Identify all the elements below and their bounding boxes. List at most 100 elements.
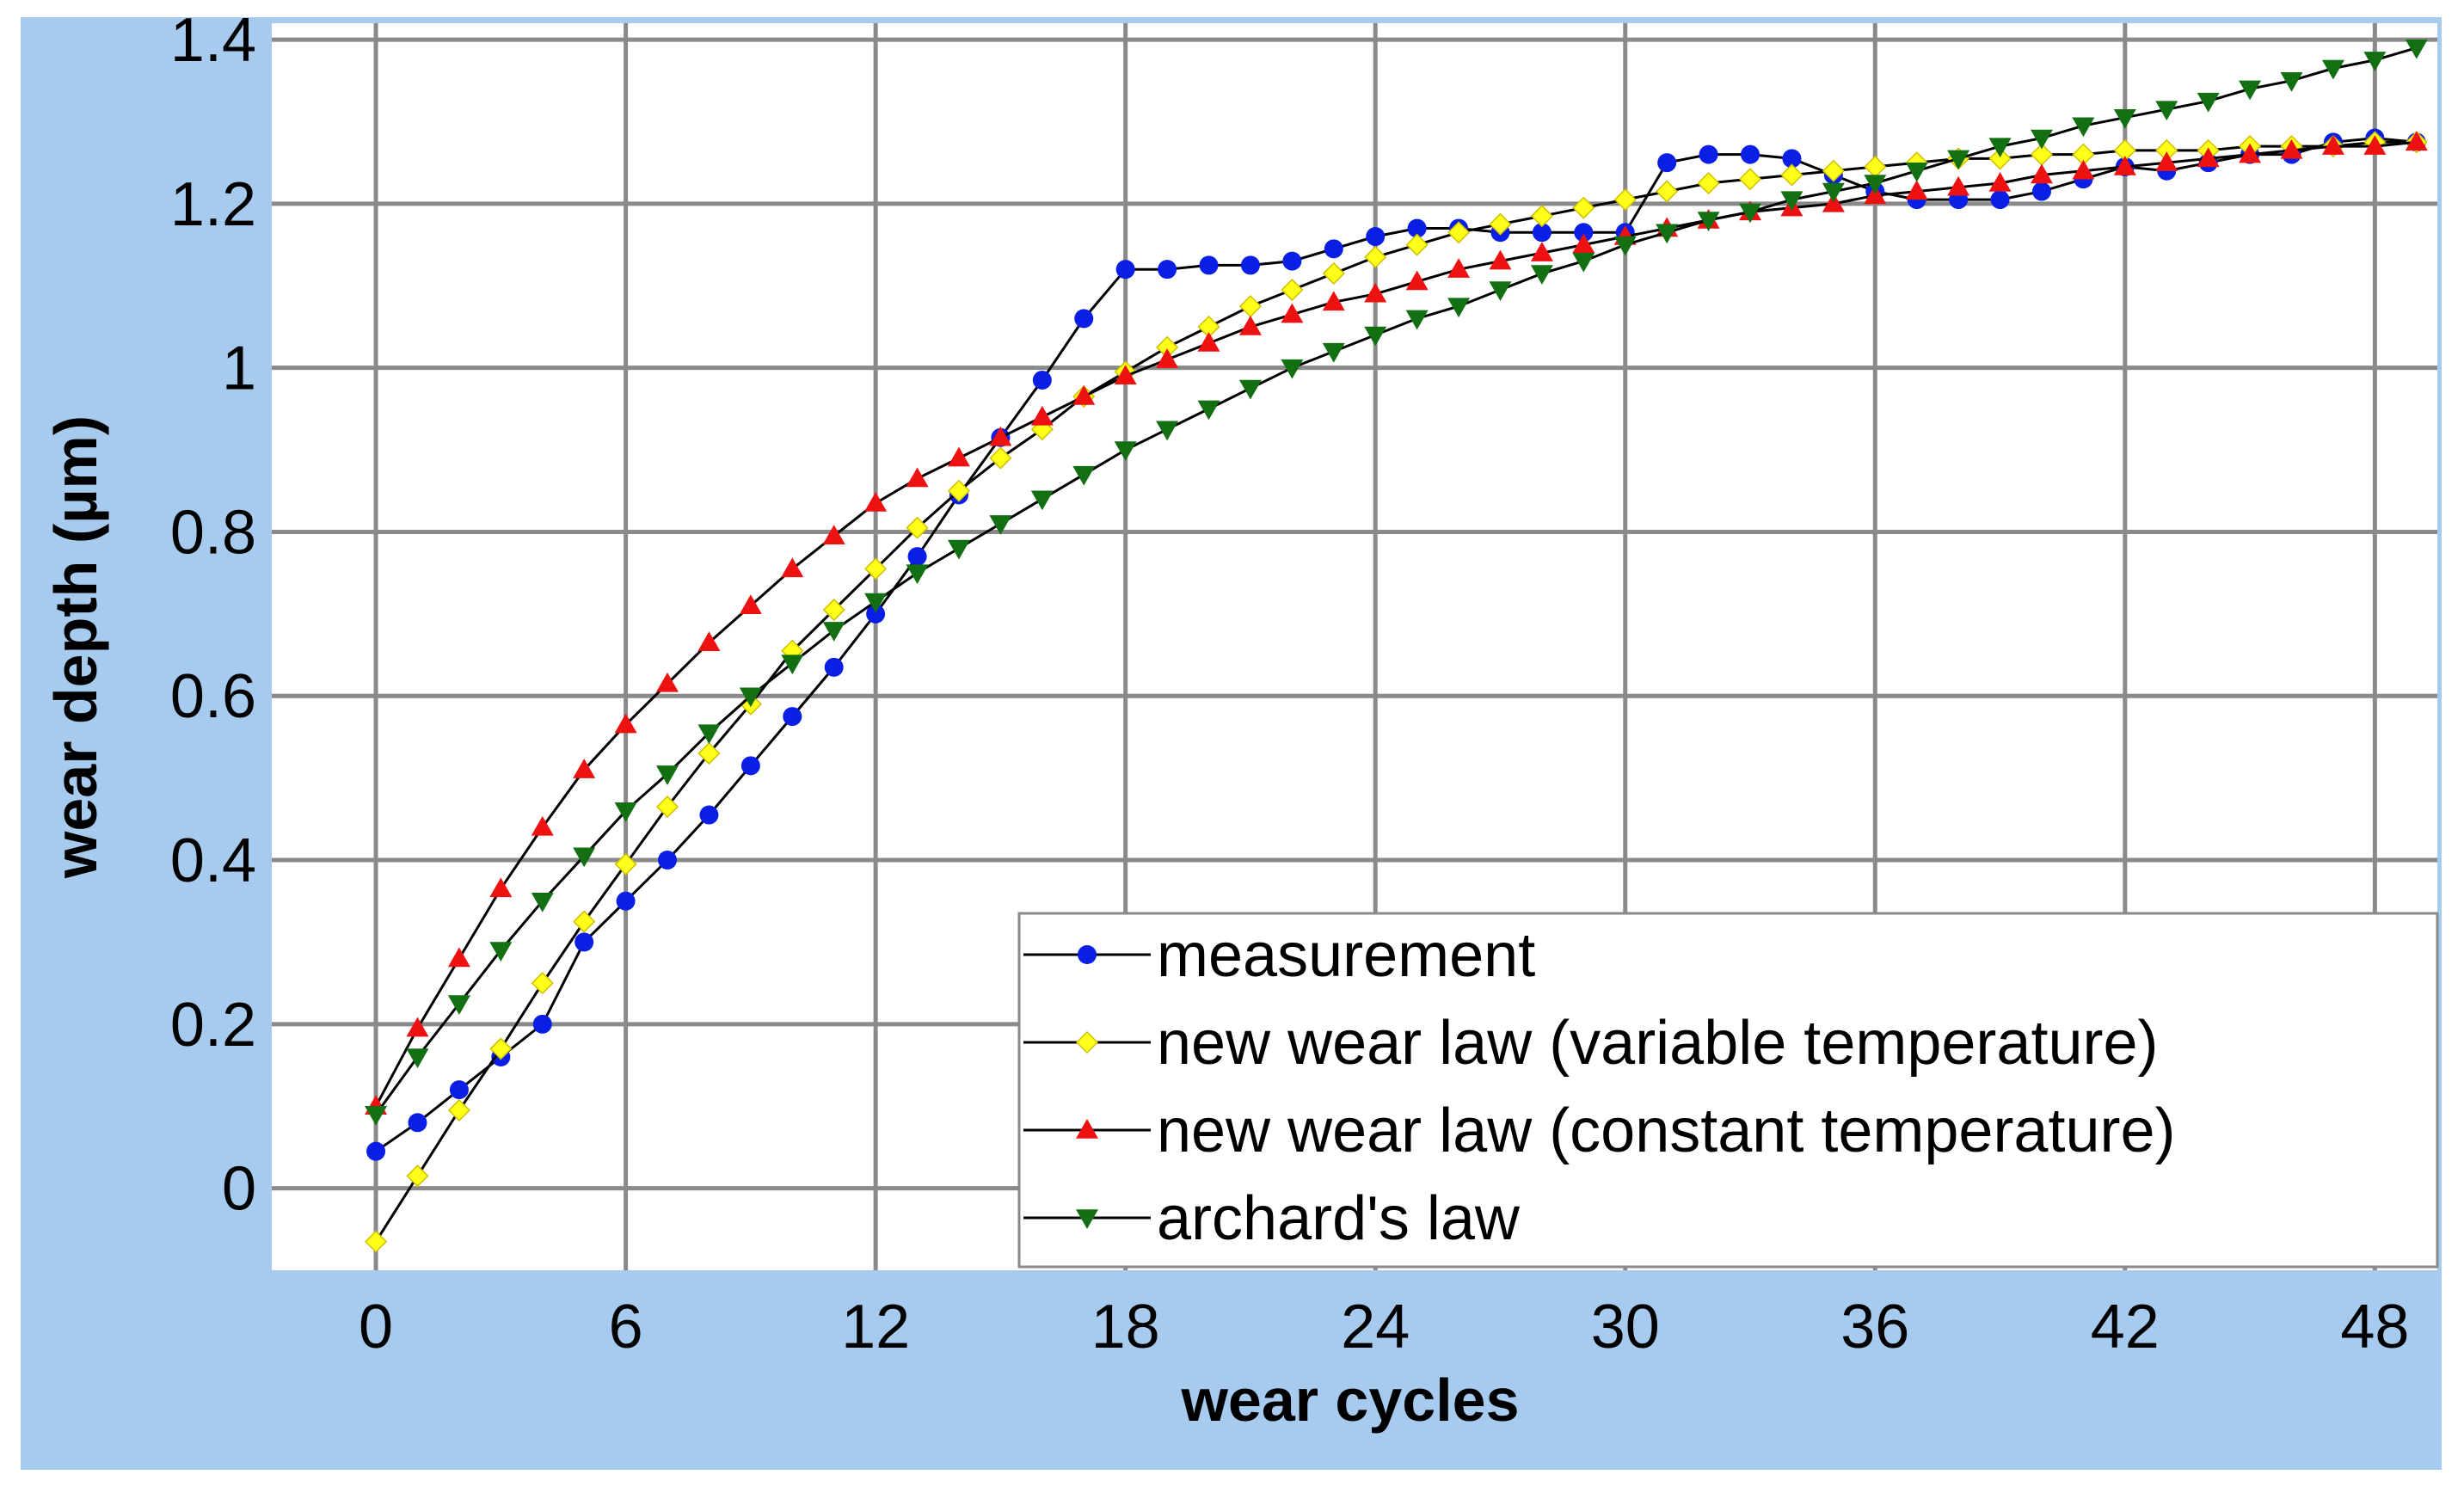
y-tick-label: 0.6 [170,662,256,731]
data-point [1947,150,1970,170]
y-axis-title: wear depth (µm) [42,415,109,879]
data-point [1530,205,1553,228]
data-point [1574,223,1594,243]
data-point [2280,72,2303,92]
data-point [822,525,845,544]
data-point [1697,212,1720,231]
data-point [573,910,596,933]
data-point [1322,261,1345,286]
data-point [365,1106,388,1126]
y-tick-label: 1.2 [170,170,256,239]
data-point [2239,143,2262,163]
series-1 [364,131,2428,1253]
series-line [374,140,2417,1107]
data-point [614,802,637,822]
legend-label: new wear law (variable temperature) [1157,1009,2158,1078]
data-point [1739,203,1762,224]
legend-box [1017,912,2439,1269]
data-point [1197,400,1220,421]
data-point [2280,138,2303,159]
y-axis-ticks: 0 0.2 0.4 0.6 0.8 1 1.2 1.4 [170,6,256,1224]
data-point [614,713,637,734]
legend: measurement new wear law (variable temper… [1017,912,2439,1269]
data-point [1156,348,1179,368]
data-point [1199,255,1219,275]
data-point [2363,52,2387,71]
data-point [406,1048,429,1068]
data-point [2405,39,2428,59]
legend-label: archard's law [1157,1184,1521,1253]
legend-marker [1076,1119,1098,1139]
data-point [1699,144,1718,164]
data-point [1238,379,1262,400]
data-point [1738,168,1762,191]
legend-item: archard's law [1023,1184,1521,1253]
legend-label: new wear law (constant temperature) [1157,1097,2176,1165]
data-point [2030,129,2053,150]
data-point [1447,221,1471,244]
data-point [614,852,637,876]
data-point [2239,80,2262,101]
x-tick-label: 18 [1091,1293,1160,1361]
data-point [1613,188,1637,212]
legend-item: measurement [1023,921,1535,990]
x-tick-label: 0 [359,1293,393,1361]
data-point [2155,151,2178,171]
data-point [1115,260,1135,280]
data-point [656,765,679,785]
data-point [2072,159,2095,180]
data-point [2030,163,2053,184]
x-tick-label: 6 [609,1293,643,1361]
data-point [1864,175,1887,195]
data-point [449,1080,469,1100]
data-point [1032,370,1052,390]
data-point [947,446,970,467]
data-point [531,815,554,836]
data-point [699,805,719,825]
data-point [2405,131,2428,151]
legend-item: new wear law (constant temperature) [1023,1097,2176,1165]
data-point [697,631,721,651]
data-point [1489,249,1512,270]
data-point [1656,224,1679,244]
data-point [655,795,679,819]
data-point [947,539,970,560]
data-point [1240,255,1260,275]
data-point [1988,138,2012,158]
legend-marker [1075,1030,1099,1054]
data-point [1489,212,1512,236]
data-point [489,942,513,962]
data-point [1613,236,1637,256]
data-point [2031,181,2051,201]
data-point [1572,233,1595,254]
data-point [697,724,721,745]
data-point [1114,365,1137,384]
data-point [1281,278,1304,302]
y-tick-label: 0 [222,1155,256,1224]
data-point [1282,251,1302,271]
y-tick-label: 1.4 [170,6,256,75]
data-point [1405,270,1429,291]
data-point [2155,101,2178,121]
series-0 [366,128,2426,1161]
data-point [1780,191,1803,212]
data-point [783,707,802,727]
y-tick-label: 0.8 [170,498,256,567]
data-point [1158,260,1177,280]
data-point [1366,227,1386,247]
data-point [1447,298,1471,318]
data-point [1030,405,1054,426]
y-tick-label: 0.2 [170,991,256,1060]
data-point [866,604,886,624]
data-point [489,877,513,898]
data-point [739,687,762,708]
data-point [447,947,470,968]
data-point [1364,326,1387,347]
data-point [658,851,678,870]
data-point [656,672,679,692]
data-point [531,972,554,995]
data-point [824,657,844,677]
data-point [1322,342,1345,363]
series-layer [364,39,2428,1253]
